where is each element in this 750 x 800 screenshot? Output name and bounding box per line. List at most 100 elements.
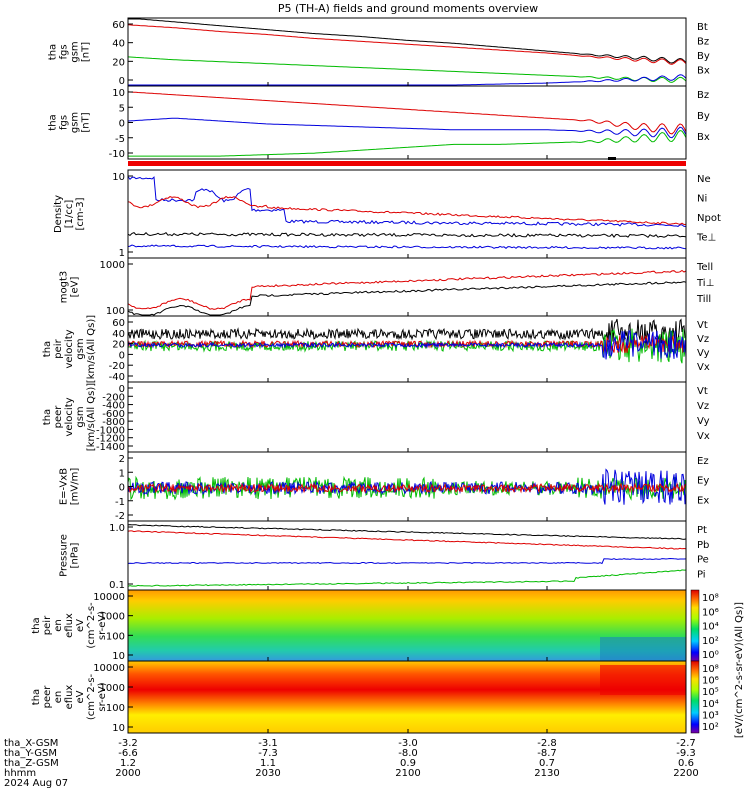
footer-row-label: 2024 Aug 07 — [4, 778, 68, 789]
legend-ni: Ni — [697, 194, 707, 205]
colorbar-tick: 10⁸ — [702, 593, 719, 604]
ylabel-3: Density [1/cc] [cm-3] — [53, 195, 86, 233]
peir-spectrogram — [128, 590, 686, 661]
panel-frame-8 — [127, 520, 687, 591]
legend-ex: Ex — [697, 495, 709, 506]
ylabel-line: tha — [48, 114, 59, 130]
ylabel-line: peir — [53, 338, 64, 358]
ez-line — [127, 482, 687, 494]
legend-bx: Bx — [697, 66, 710, 77]
legend-pe: Pe — [697, 555, 709, 566]
ytick-label: 60 — [112, 20, 125, 31]
legend-by: By — [697, 51, 710, 62]
ni-line — [127, 232, 687, 238]
legend-vx: Vx — [697, 362, 710, 373]
ytick-label: 10 — [112, 172, 125, 183]
footer-value: -9.3 — [676, 748, 696, 759]
ylabel-line: [1/cc] — [64, 200, 75, 229]
footer-value: 0.7 — [539, 758, 555, 769]
ytick-label: 20 — [112, 57, 125, 68]
tpar-line — [127, 281, 687, 316]
ylabel-line: tha — [31, 689, 42, 705]
pb-line — [127, 530, 687, 550]
legend-vz: Vz — [697, 334, 709, 345]
legend-pt: Pt — [697, 525, 707, 536]
ylabel-line: peer — [42, 685, 53, 709]
peer-spectrogram-highflux — [600, 665, 686, 695]
colorbar-10 — [690, 660, 700, 734]
ylabel-line: peer — [53, 405, 64, 429]
colorbar-tick: 10⁴ — [702, 699, 719, 710]
ylabel-line: [km/s(All Qs)] — [86, 315, 97, 383]
series-bz-line-p0 — [127, 24, 687, 65]
footer-value: 2100 — [395, 768, 420, 779]
legend-vz: Vz — [697, 401, 709, 412]
ylabel-4: mogt3 [eV] — [59, 271, 81, 304]
ytick-label: 5 — [119, 103, 125, 114]
ytick-label: 2 — [119, 454, 125, 465]
colorbar-tick: 10⁵ — [702, 687, 719, 698]
series-bz-line-p1 — [127, 91, 687, 135]
ylabel-line: [nPa] — [70, 542, 81, 568]
footer-value: -2.7 — [676, 738, 696, 749]
peir-spectrogram-lowflux — [600, 637, 686, 661]
figure-title: P5 (TH-A) fields and ground moments over… — [278, 2, 538, 15]
ytick-label: 1000 — [100, 683, 125, 694]
footer-value: 2030 — [255, 768, 280, 779]
legend-ey: Ey — [697, 476, 709, 487]
ylabel-line: mogt3 — [59, 271, 70, 304]
footer-value: 2000 — [115, 768, 140, 779]
footer-value: -6.6 — [118, 748, 138, 759]
ytick-label: 1000 — [100, 260, 125, 271]
ylabel-line: [mV/m] — [70, 468, 81, 506]
legend-pi: Pi — [697, 569, 706, 580]
ylabel-line: [nT] — [81, 112, 92, 132]
ylabel-10: tha peer en eflux eV (cm^2-s-sr-eV) — [31, 673, 108, 720]
ytick-label: 10 — [112, 88, 125, 99]
ytick-label: -40 — [109, 372, 125, 383]
peer-spectrogram — [128, 661, 686, 733]
ytick-label: 100 — [106, 631, 125, 642]
ylabel-line: (cm^2-s- — [86, 673, 97, 720]
ytick-label: -5 — [115, 134, 125, 145]
flag-bar — [128, 161, 686, 166]
ylabel-line: peir — [42, 615, 53, 635]
ytick-label: 10000 — [93, 592, 125, 603]
ytick-label: -10 — [109, 149, 125, 160]
legend-vt: Vt — [697, 386, 708, 397]
ylabel-line: gsm — [70, 41, 81, 62]
ytick-label: 1.0 — [109, 523, 125, 534]
ytick-label: 0 — [119, 384, 125, 395]
footer-value: -2.8 — [537, 738, 557, 749]
legend-vy: Vy — [697, 416, 710, 427]
ylabel-line: Density — [53, 195, 64, 233]
ylabel-line: eV — [75, 619, 86, 632]
ylabel-7: E=-VxB [mV/m] — [59, 468, 81, 506]
ytick-label: 0.1 — [109, 580, 125, 591]
legend-te⊥: Te⊥ — [696, 233, 716, 244]
panel-frame-4 — [127, 257, 687, 317]
ylabel-line: tha — [42, 409, 53, 425]
ne-line — [127, 195, 687, 226]
ylabel-line: gsm — [70, 112, 81, 133]
ytick-label: 1 — [119, 468, 125, 479]
pi-line — [127, 557, 687, 565]
ylabel-line: Pressure — [59, 534, 70, 577]
footer-value: 0.6 — [678, 758, 694, 769]
vz-line — [127, 334, 687, 354]
series-bx-line-p1 — [127, 117, 687, 139]
legend-ez: Ez — [697, 456, 709, 467]
footer-value: -3.0 — [398, 738, 418, 749]
ylabel-line: [nT] — [81, 42, 92, 62]
ytick-label: -1200 — [96, 434, 125, 445]
footer-value: 2130 — [534, 768, 559, 779]
panel-frame-3 — [127, 169, 687, 259]
ylabel-line: gsm — [75, 338, 86, 359]
footer-value: 1.1 — [260, 758, 276, 769]
panel-frame-0 — [127, 17, 687, 87]
footer-value: 2200 — [673, 768, 698, 779]
ylabel-line: fgs — [59, 44, 70, 59]
